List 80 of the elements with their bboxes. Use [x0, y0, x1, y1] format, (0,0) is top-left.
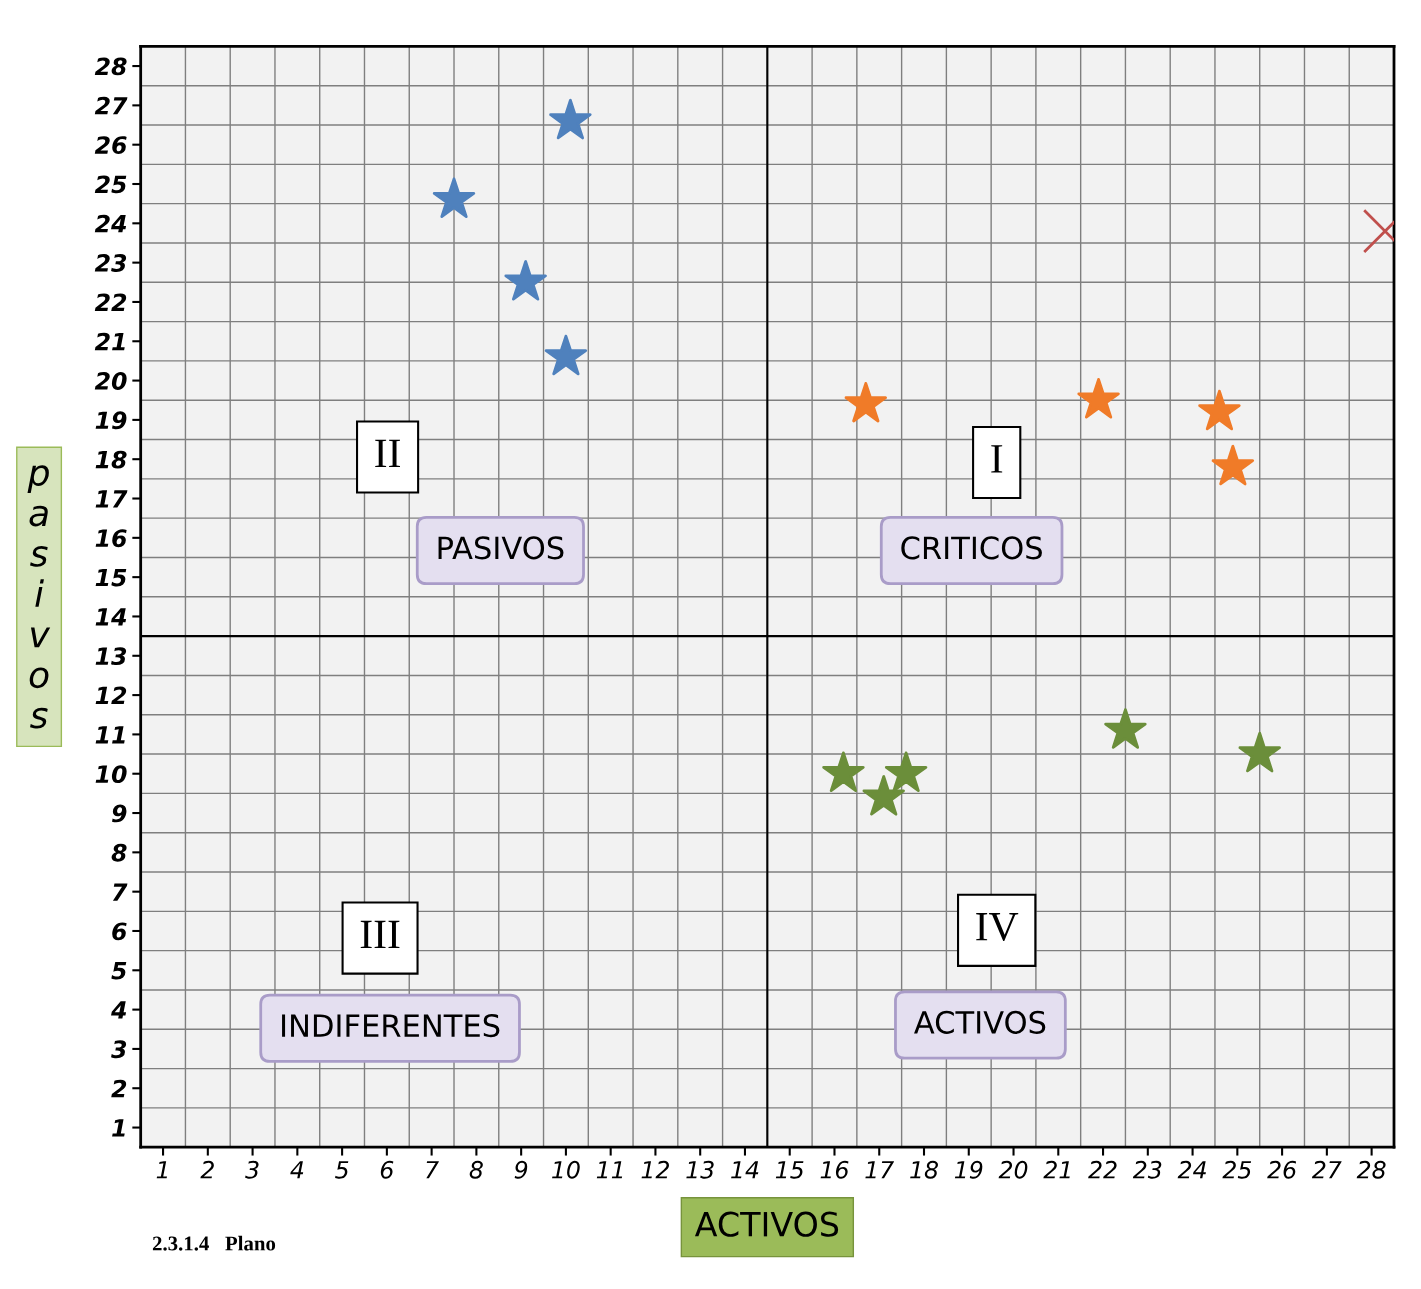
x-tick-label: 27 [1311, 1160, 1342, 1179]
y-tick-label: 11 [95, 726, 125, 744]
x-tick-label: 12 [641, 1160, 669, 1179]
y-tick-label: 10 [95, 765, 127, 784]
y-tick-label: 24 [94, 214, 127, 233]
y-tick-label: 7 [112, 883, 128, 901]
point [844, 381, 888, 423]
x-tick-label: 9 [514, 1160, 528, 1179]
x-tick-label: 26 [1267, 1160, 1297, 1179]
point [1238, 731, 1281, 773]
point [504, 260, 547, 301]
y-tick-label: 27 [94, 96, 128, 115]
x-tick-label: 3 [245, 1160, 259, 1179]
y-tick-label: 8 [111, 843, 127, 862]
x-tick-label: 23 [1132, 1160, 1162, 1179]
point [884, 751, 928, 792]
y-tick-label: 2 [111, 1079, 127, 1098]
y-tick-label: 22 [94, 293, 127, 311]
annotation: III [360, 920, 400, 949]
y-tick-label: 12 [95, 686, 127, 705]
point [432, 177, 476, 218]
annotation: PASIVOS [438, 536, 564, 560]
annotation: ACTIVOS [914, 1010, 1046, 1034]
y-tick-label: 17 [95, 490, 128, 508]
y-tick-label: 4 [111, 1001, 127, 1019]
y-tick-label: 9 [112, 804, 127, 823]
annotation: IV [976, 913, 1019, 941]
y-tick-label: 21 [94, 332, 125, 351]
y-tick-label: 20 [94, 372, 127, 390]
x-tick-label: 2 [200, 1160, 214, 1179]
x-tick-label: 8 [469, 1160, 483, 1179]
x-tick-label: 5 [335, 1161, 349, 1179]
x-tick-label: 13 [686, 1160, 714, 1179]
y-tick-label: 26 [94, 136, 127, 155]
x-tick-label: 20 [998, 1160, 1028, 1179]
x-tick-label: 7 [426, 1161, 439, 1179]
x-axis-title: ACTIVOS [694, 1211, 839, 1237]
annotation: I [991, 445, 1003, 473]
annotation: CRITICOS [901, 536, 1042, 560]
annotation: INDIFERENTES [282, 1014, 500, 1038]
x-tick-label: 19 [954, 1160, 983, 1179]
point [1077, 378, 1120, 419]
y-tick-label: 13 [95, 647, 127, 666]
x-tick-label: 21 [1043, 1160, 1070, 1179]
x-tick-label: 14 [731, 1161, 759, 1179]
point [1104, 708, 1147, 749]
y-tick-label: 25 [94, 175, 127, 194]
x-tick-label: 18 [910, 1160, 938, 1179]
x-tick-label: 1 [156, 1161, 167, 1179]
x-tick-label: 10 [552, 1160, 580, 1179]
y-tick-label: 16 [95, 529, 127, 548]
y-tick-label: 28 [94, 57, 127, 76]
point [1211, 444, 1255, 486]
point [1198, 389, 1241, 431]
x-tick-label: 15 [775, 1161, 804, 1179]
y-tick-label: 15 [95, 568, 127, 587]
point [822, 751, 865, 792]
x-tick-label: 4 [290, 1161, 304, 1179]
y-tick-label: 6 [112, 922, 127, 941]
point [862, 775, 905, 816]
y-tick-label: 19 [95, 411, 127, 430]
x-tick-label: 6 [380, 1160, 394, 1179]
y-axis-title: pasivos [27, 465, 51, 729]
x-tick-label: 17 [865, 1161, 895, 1179]
y-tick-label: 5 [111, 962, 127, 980]
x-tick-label: 24 [1177, 1160, 1206, 1179]
point [549, 98, 592, 140]
y-tick-label: 1 [112, 1119, 125, 1137]
point [544, 334, 588, 376]
x-tick-label: 11 [596, 1161, 623, 1179]
x-tick-label: 28 [1356, 1160, 1386, 1179]
y-tick-label: 3 [111, 1040, 127, 1059]
y-tick-label: 14 [95, 608, 127, 626]
y-tick-label: 18 [95, 450, 127, 469]
y-tick-label: 23 [94, 254, 127, 272]
x-tick-label: 16 [820, 1160, 849, 1179]
x-tick-label: 25 [1222, 1160, 1252, 1179]
x-tick-label: 22 [1088, 1160, 1117, 1179]
annotation: II [375, 439, 400, 468]
text: 2.3.1.4 Plano [152, 1235, 276, 1251]
